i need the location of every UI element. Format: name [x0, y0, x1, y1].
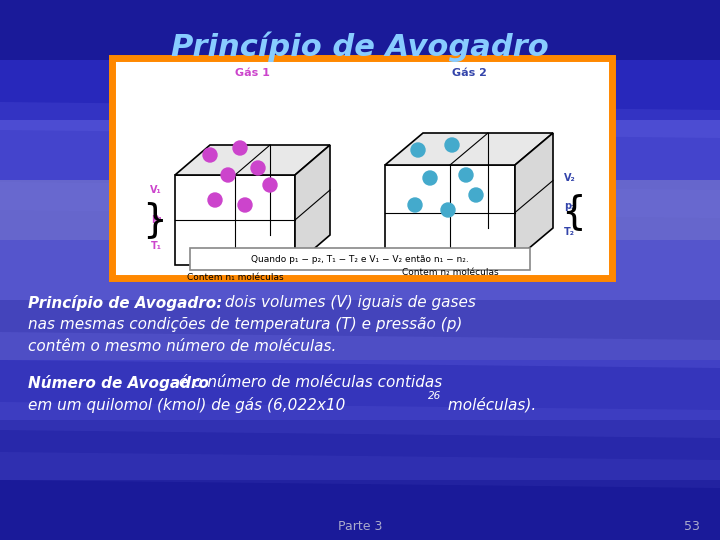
Polygon shape	[175, 145, 330, 175]
Text: é o número de moléculas contidas: é o número de moléculas contidas	[174, 375, 442, 390]
Text: }: }	[143, 201, 167, 239]
Text: dois volumes (V) iguais de gases: dois volumes (V) iguais de gases	[220, 295, 476, 310]
Polygon shape	[190, 248, 530, 270]
Text: moléculas).: moléculas).	[443, 397, 536, 413]
Circle shape	[208, 193, 222, 207]
Circle shape	[203, 148, 217, 162]
Text: Contem n₂ moléculas: Contem n₂ moléculas	[402, 268, 498, 277]
Polygon shape	[0, 102, 720, 138]
Circle shape	[238, 198, 252, 212]
Polygon shape	[515, 133, 553, 260]
Polygon shape	[385, 133, 553, 165]
Polygon shape	[0, 480, 720, 540]
Text: {: {	[561, 193, 586, 232]
Text: V₁: V₁	[150, 185, 162, 195]
Text: Gás 2: Gás 2	[451, 68, 487, 78]
Text: contêm o mesmo número de moléculas.: contêm o mesmo número de moléculas.	[28, 339, 336, 354]
Text: nas mesmas condições de temperatura (T) e pressão (p): nas mesmas condições de temperatura (T) …	[28, 317, 462, 332]
Polygon shape	[0, 240, 720, 300]
Text: p₂: p₂	[564, 201, 575, 211]
Polygon shape	[0, 420, 720, 480]
Circle shape	[233, 141, 247, 155]
Circle shape	[408, 198, 422, 212]
Polygon shape	[0, 0, 720, 60]
Polygon shape	[385, 165, 515, 260]
Polygon shape	[0, 300, 720, 360]
Polygon shape	[0, 332, 720, 368]
Polygon shape	[112, 58, 612, 278]
Circle shape	[469, 188, 483, 202]
Text: Princípio de Avogadro:: Princípio de Avogadro:	[28, 295, 222, 311]
Circle shape	[441, 203, 455, 217]
Polygon shape	[0, 60, 720, 120]
Circle shape	[263, 178, 277, 192]
Text: em um quilomol (kmol) de gás (6,022x10: em um quilomol (kmol) de gás (6,022x10	[28, 397, 346, 413]
Text: T₁: T₁	[151, 241, 162, 251]
Polygon shape	[0, 360, 720, 420]
Text: 53: 53	[684, 520, 700, 533]
Circle shape	[459, 168, 473, 182]
Polygon shape	[295, 145, 330, 265]
Circle shape	[411, 143, 425, 157]
Circle shape	[423, 171, 437, 185]
Circle shape	[445, 138, 459, 152]
Polygon shape	[0, 402, 720, 438]
Text: Princípio de Avogadro: Princípio de Avogadro	[171, 32, 549, 63]
Text: Número de Avogadro: Número de Avogadro	[28, 375, 209, 391]
Polygon shape	[175, 175, 295, 265]
Text: Quando p₁ − p₂, T₁ − T₂ e V₁ − V₂ então n₁ − n₂.: Quando p₁ − p₂, T₁ − T₂ e V₁ − V₂ então …	[251, 254, 469, 264]
Text: Contem n₁ moléculas: Contem n₁ moléculas	[186, 273, 283, 282]
Text: 26: 26	[428, 391, 441, 401]
Text: T₂: T₂	[564, 227, 575, 237]
Text: Parte 3: Parte 3	[338, 520, 382, 533]
Polygon shape	[0, 180, 720, 240]
Circle shape	[221, 168, 235, 182]
Polygon shape	[0, 120, 720, 180]
Polygon shape	[0, 182, 720, 218]
Polygon shape	[0, 452, 720, 488]
Text: V₂: V₂	[564, 173, 576, 183]
Text: Gás 1: Gás 1	[235, 68, 270, 78]
Text: p₁: p₁	[150, 213, 162, 223]
Circle shape	[251, 161, 265, 175]
